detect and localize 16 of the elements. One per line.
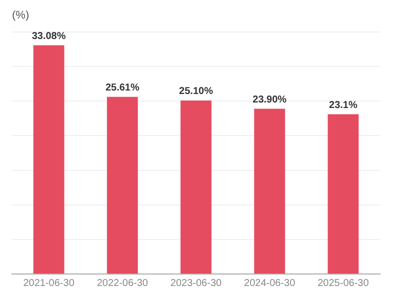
bar (106, 96, 138, 274)
x-tick-label: 2023-06-30 (170, 278, 222, 289)
data-label: 33.08% (32, 31, 66, 42)
data-label: 25.10% (179, 86, 214, 98)
data-label: 23.1% (329, 100, 358, 112)
y-axis-title: (%) (12, 10, 30, 22)
x-tick-label: 2024-06-30 (244, 278, 296, 289)
bar (328, 114, 359, 274)
x-tick-label: 2021-06-30 (23, 278, 75, 289)
bar (180, 100, 212, 274)
data-label: 23.90% (252, 94, 287, 106)
x-tick-label: 2022-06-30 (96, 278, 148, 289)
data-label: 25.61% (105, 82, 140, 94)
bar (254, 108, 286, 274)
bar (33, 45, 64, 274)
x-tick-label: 2025-06-30 (318, 278, 370, 289)
